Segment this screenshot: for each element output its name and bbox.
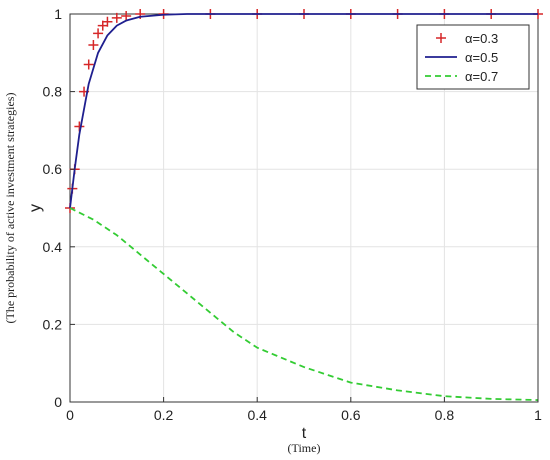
y-tick-label: 0.6 [43,161,63,177]
series-0-point [111,12,122,23]
legend-label: α=0.7 [465,69,498,84]
x-tick-label: 0.4 [247,407,267,423]
series-2-line [69,207,539,401]
y-axis-label: y [27,204,44,212]
series-0-point [88,40,99,51]
legend-label: α=0.3 [465,31,498,46]
series-0-point [121,10,132,21]
series-layer [65,9,543,401]
x-tick-label: 0 [66,407,74,423]
series-2 [69,207,539,401]
x-tick-label: 0.2 [154,407,174,423]
y-tick-label: 0.4 [43,239,63,255]
x-axis-label: t [302,425,307,442]
x-axis-sublabel: (Time) [288,441,321,455]
legend: α=0.3 α=0.5 α=0.7 [416,24,530,90]
y-tick-label: 0 [54,394,62,410]
series-0-point [102,16,113,27]
y-tick-label: 1 [54,6,62,22]
series-1-line [69,13,538,209]
y-tick-label: 0.8 [43,84,63,100]
y-tick-label: 0.2 [43,316,63,332]
series-0-point [93,28,104,39]
series-1 [69,13,538,209]
y-axis-sublabel: (The probability of active investment st… [3,93,17,324]
ticks: 0 0.2 0.4 0.6 0.8 1 0 0.2 0.4 0.6 0.8 1 [43,6,543,423]
legend-label: α=0.5 [465,50,498,65]
legend-swatch [436,33,446,43]
series-0-point [83,59,94,70]
x-tick-label: 0.8 [435,407,455,423]
x-tick-label: 0.6 [341,407,361,423]
x-tick-label: 1 [534,407,542,423]
